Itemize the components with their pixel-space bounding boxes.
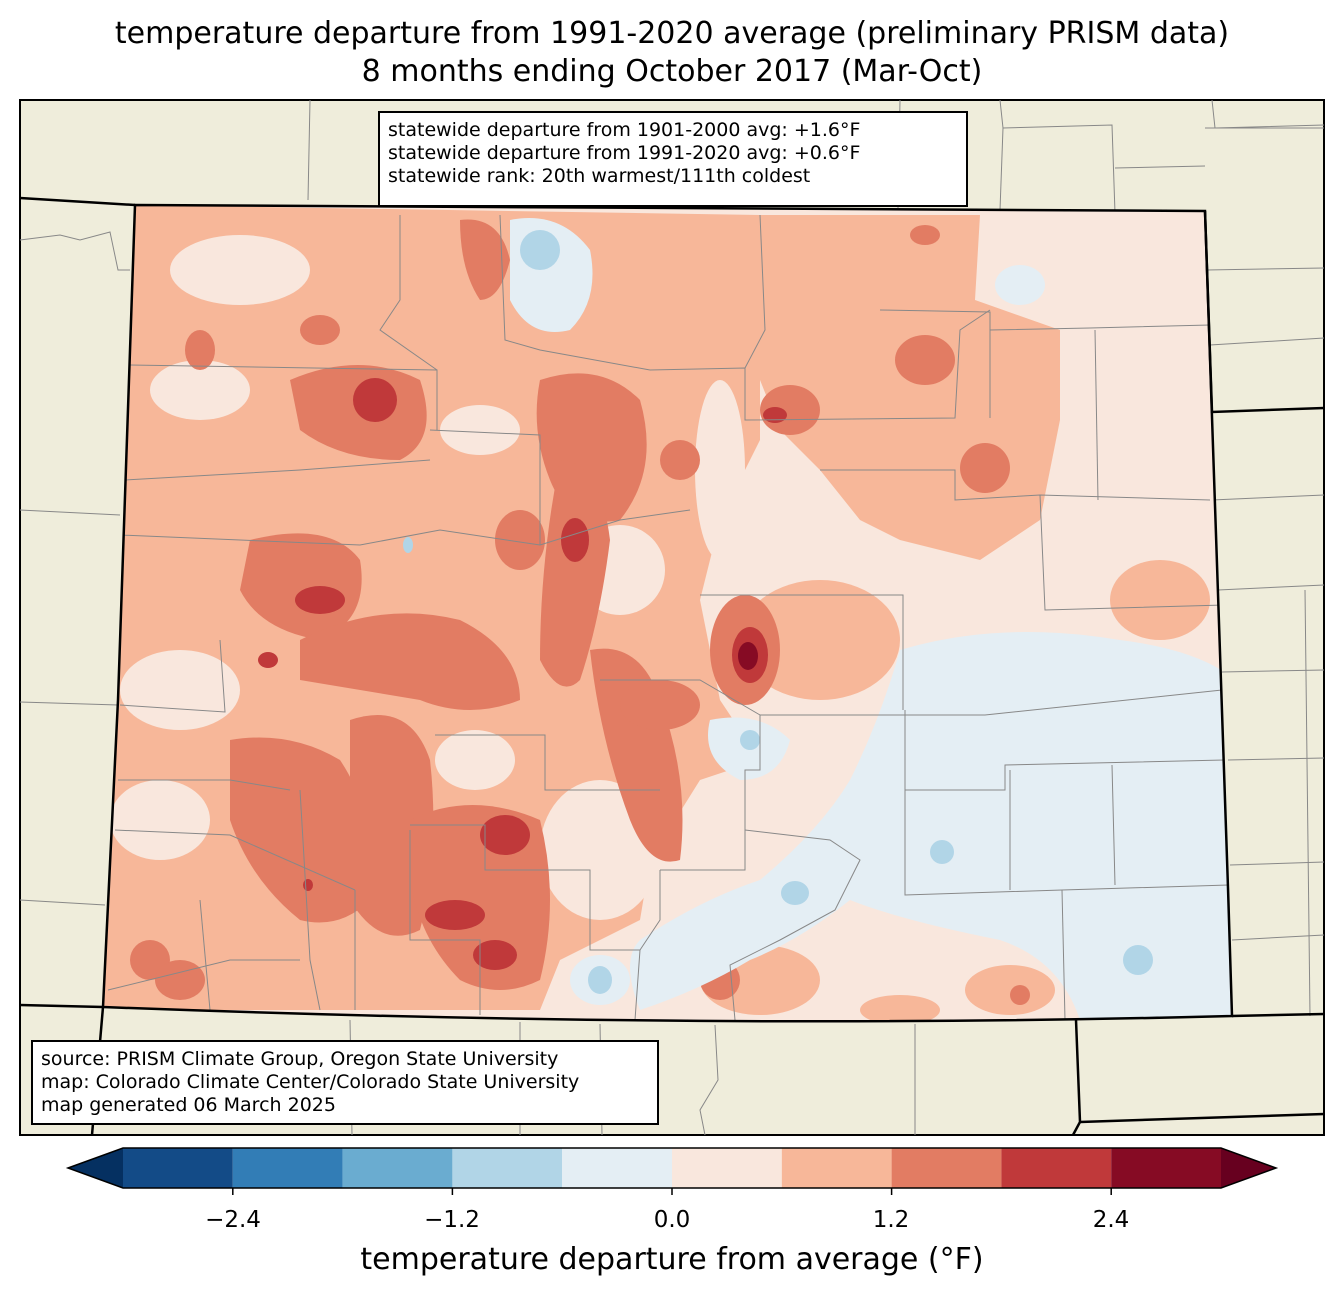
stat-rank: statewide rank: 20th warmest/111th colde…: [388, 165, 811, 187]
map-title-line1: temperature departure from 1991-2020 ave…: [114, 16, 1230, 51]
colorbar-label: temperature departure from average (°F): [360, 1242, 984, 1277]
stat-departure-1991-2020: statewide departure from 1991-2020 avg: …: [388, 142, 861, 164]
colorbar-segment: [123, 1148, 233, 1188]
colorbar-segment: [232, 1148, 343, 1188]
colorbar-tick-label: 1.2: [872, 1207, 910, 1233]
colorbar-tick-label: 2.4: [1092, 1207, 1130, 1233]
map-title-line2: 8 months ending October 2017 (Mar-Oct): [361, 54, 983, 89]
colorbar-segment: [891, 1148, 1002, 1188]
colorbar-segment: [452, 1148, 563, 1188]
county-lines: [107, 214, 1231, 1021]
temperature-departure-field: [103, 205, 1232, 1022]
colorbar-outline: [65, 1147, 1279, 1189]
contour-minus1.2-minus0.6: [403, 230, 1153, 994]
colorbar-tick-label: 0.0: [653, 1207, 691, 1233]
source-box: source: PRISM Climate Group, Oregon Stat…: [31, 1040, 659, 1125]
colorbar-tick-label: −1.2: [424, 1207, 480, 1233]
stat-departure-1901-2000: statewide departure from 1901-2000 avg: …: [388, 119, 861, 141]
colorbar-tick-label: −2.4: [205, 1207, 261, 1233]
colorbar-extend-high: [1221, 1148, 1276, 1188]
source-map-credit: map: Colorado Climate Center/Colorado St…: [41, 1071, 580, 1093]
colorbar-segment: [1111, 1148, 1221, 1188]
contour-1.8-2.4: [258, 378, 787, 970]
colorbar-segment: [781, 1148, 892, 1188]
contour-minus0.6-0: [510, 218, 1232, 1020]
contour-2.4-3.0: [738, 642, 758, 670]
statewide-stats-box: statewide departure from 1901-2000 avg: …: [378, 111, 968, 207]
source-generated-date: map generated 06 March 2025: [41, 1094, 336, 1116]
colorbar-extend-low: [68, 1148, 123, 1188]
colorbar-segment: [672, 1148, 782, 1188]
contour-0-0.6-west: [110, 235, 745, 920]
source-prism: source: PRISM Climate Group, Oregon Stat…: [41, 1048, 559, 1070]
colorado-border: [101, 203, 1234, 1023]
colorbar-segment: [1001, 1148, 1112, 1188]
colorbar-segment: [562, 1148, 672, 1188]
colorbar: [65, 1147, 1279, 1195]
neighbor-county-lines: [19, 99, 1325, 1136]
colorbar-segment: [342, 1148, 453, 1188]
